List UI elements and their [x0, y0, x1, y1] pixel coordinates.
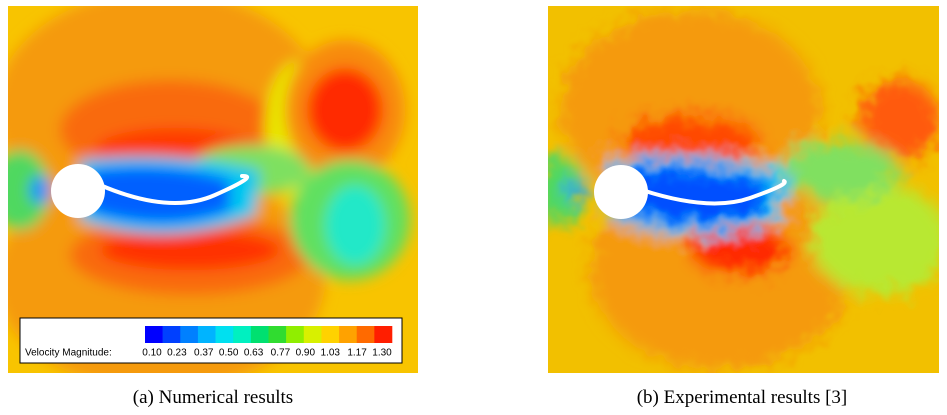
- colorbar-swatch: [356, 326, 375, 343]
- field-contours: [8, 6, 410, 373]
- cylinder: [594, 165, 648, 219]
- caption: (b) Experimental results [3]: [637, 387, 848, 408]
- filament: [98, 173, 250, 205]
- colorbar-swatch: [215, 326, 234, 343]
- colorbar-tick-label: 0.50: [219, 348, 239, 359]
- colorbar-swatch: [233, 326, 252, 343]
- colorbar-tick-label: 1.03: [321, 348, 341, 359]
- colorbar-tick-label: 0.63: [244, 348, 264, 359]
- numerical-field: [8, 6, 418, 373]
- colorbar-swatch: [339, 326, 358, 343]
- experimental-field: [548, 6, 939, 373]
- colorbar-swatch: [197, 326, 216, 343]
- filament: [640, 179, 787, 206]
- colorbar-swatch: [303, 326, 322, 343]
- colorbar-tick-label: 0.77: [271, 348, 291, 359]
- colorbar-swatch: [145, 326, 163, 343]
- caption: (a) Numerical results: [133, 387, 293, 408]
- colorbar-swatch: [374, 326, 393, 343]
- colorbar-swatch: [268, 326, 287, 343]
- colorbar-swatch: [180, 326, 199, 343]
- colorbar-swatch: [286, 326, 305, 343]
- colorbar-tick-label: 0.37: [194, 348, 214, 359]
- colorbar-tick-label: 1.30: [372, 348, 392, 359]
- colorbar-tick-label: 0.10: [142, 348, 162, 359]
- colorbar-tick-label: 0.90: [296, 348, 316, 359]
- colorbar-swatch: [250, 326, 269, 343]
- colorbar-label: Velocity Magnitude:: [25, 348, 112, 359]
- colorbar-swatch: [321, 326, 340, 343]
- colorbar-tick-label: 0.23: [167, 348, 187, 359]
- colorbar: Velocity Magnitude: 0.10 0.23 0.37 0.50 0.63…: [19, 317, 403, 364]
- colorbar-swatch: [162, 326, 181, 343]
- field-contours: [548, 10, 939, 370]
- colorbar-tick-label: 1.17: [347, 348, 367, 359]
- cylinder: [51, 164, 105, 218]
